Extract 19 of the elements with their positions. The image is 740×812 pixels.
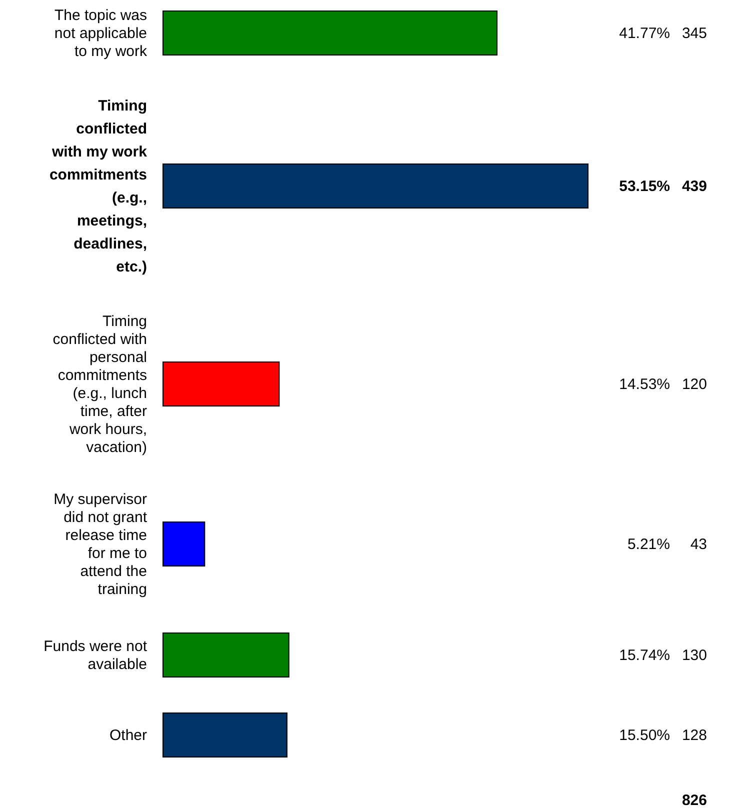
y-tick-label: Timing conflicted with my work commitments (e.g., meetings, deadlines, etc.) (49, 98, 148, 276)
y-tick-label: My supervisor did not grant release time for me to attend the training (54, 491, 148, 598)
text: 130 (682, 647, 707, 664)
data-label: 15.50% (619, 727, 670, 744)
data-label: 5.21% (627, 536, 670, 553)
text: 43 (690, 536, 707, 553)
text: 128 (682, 727, 707, 744)
text: 345 (682, 25, 707, 42)
data-label: 14.53% (619, 376, 670, 393)
data-label: 41.77% (619, 25, 670, 42)
y-tick-label: Other (109, 727, 148, 744)
text: 439 (682, 178, 707, 195)
data-label: 15.74% (619, 647, 670, 664)
text: 120 (682, 376, 707, 393)
y-tick-label: Timing conflicted with personal commitments (e.g., lunch time, after work hours, vacation) (52, 313, 148, 456)
y-tick-label: The topic was not applicable to my work (54, 7, 148, 60)
y-tick-label: Funds were not available (44, 638, 148, 673)
text: 826 (682, 792, 707, 809)
data-label: 53.15% (619, 178, 670, 195)
